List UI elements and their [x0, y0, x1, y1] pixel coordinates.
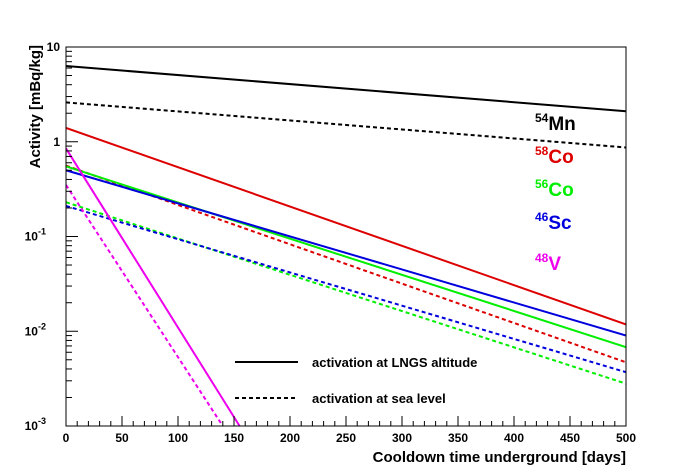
series-line-co56-solid — [66, 165, 626, 349]
x-tick-label: 300 — [392, 431, 412, 445]
y-tick-label: 10 — [47, 40, 61, 54]
x-tick-label: 50 — [115, 431, 129, 445]
x-axis-label: Cooldown time underground [days] — [373, 449, 626, 466]
y-axis-label: Activity [mBq/kg] — [27, 45, 44, 168]
x-tick-label: 500 — [616, 431, 636, 445]
series-line-co58-solid — [66, 126, 626, 326]
series-line-sc46-solid — [66, 169, 626, 337]
label-mn54: 54Mn — [535, 111, 576, 135]
y-tick-label: 10-3 — [25, 416, 46, 433]
axes-layer: 0 50 100 150 200 250 300 350 400 450 500 10 1 10-1 10-… — [25, 40, 637, 445]
label-co56: 56Co — [535, 177, 574, 201]
legend-label-dashed: activation at sea level — [312, 391, 446, 406]
series-line-mn54-solid — [66, 65, 626, 113]
legend: activation at LNGS altitude activation at… — [235, 355, 477, 406]
series-line-v48-dashed — [66, 184, 224, 426]
x-tick-label: 150 — [224, 431, 244, 445]
x-tick-label: 400 — [504, 431, 524, 445]
y-tick-label: 1 — [53, 135, 60, 149]
series-line-sc46-dashed — [66, 205, 626, 374]
x-tick-label: 100 — [168, 431, 188, 445]
series-line-v48-solid — [66, 147, 241, 426]
label-co58: 58Co — [535, 144, 574, 168]
x-tick-label: 0 — [63, 431, 70, 445]
x-tick-label: 450 — [560, 431, 580, 445]
isotope-annotations: 54Mn 58Co 56Co 46Sc 48V — [535, 111, 576, 275]
y-tick-label: 10-1 — [25, 227, 46, 244]
x-tick-label: 250 — [336, 431, 356, 445]
label-v48: 48V — [535, 251, 561, 275]
x-tick-label: 200 — [280, 431, 300, 445]
series-layer — [66, 65, 626, 426]
legend-label-solid: activation at LNGS altitude — [312, 355, 477, 370]
y-tick-label: 10-2 — [25, 321, 46, 338]
x-tick-label: 350 — [448, 431, 468, 445]
label-sc46: 46Sc — [535, 210, 572, 234]
series-line-mn54-dashed — [66, 101, 626, 149]
series-line-co56-dashed — [66, 201, 626, 385]
